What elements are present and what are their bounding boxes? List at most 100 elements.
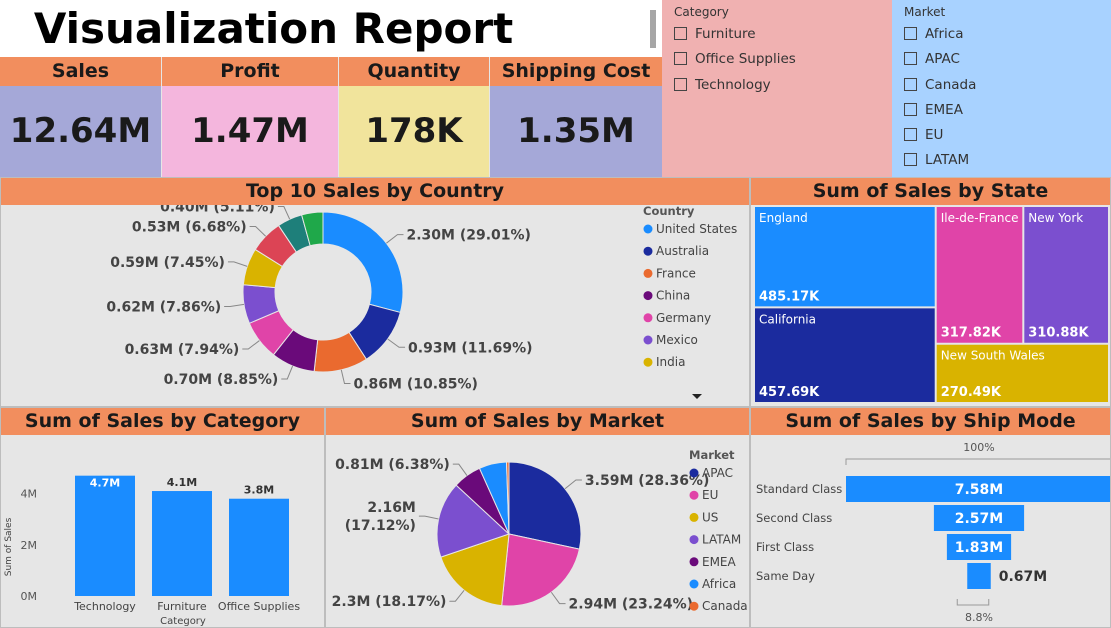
pie-slice <box>301 211 324 247</box>
legend-title: Country <box>643 205 695 218</box>
bar-furniture <box>152 491 212 596</box>
legend-item-canada: Canada <box>702 599 748 613</box>
bar-office-supplies <box>229 498 289 596</box>
market-sales-panel: Sum of Sales by Market 3.59M (28.36%) 2.9… <box>325 407 750 628</box>
pie-slice <box>501 533 580 607</box>
checkbox-icon[interactable] <box>674 52 687 65</box>
data-label: 0.93M (11.69%) <box>408 340 532 356</box>
category-option-furniture[interactable]: Furniture <box>674 25 756 43</box>
country-sales-panel: Top 10 Sales by Country 2.30M (29.01%) 0.… <box>0 177 750 407</box>
legend-marker <box>689 557 699 567</box>
funnel-value-label: 0.67M <box>999 569 1047 585</box>
data-label: 0.86M (10.85%) <box>353 377 477 393</box>
legend-marker <box>689 512 699 522</box>
pie-slice <box>505 461 510 535</box>
market-chart-title: Sum of Sales by Market <box>326 408 749 435</box>
funnel-bar-same-day <box>967 563 991 589</box>
leader-line <box>386 234 404 244</box>
checkbox-icon[interactable] <box>904 103 917 116</box>
legend-item-emea: EMEA <box>702 555 737 569</box>
leader-line <box>242 340 260 350</box>
treemap-name: California <box>759 312 816 326</box>
funnel-bar-standard-class <box>846 476 1110 502</box>
legend-marker <box>689 601 699 611</box>
market-option-apac[interactable]: APAC <box>904 50 960 68</box>
x-tick-label: Furniture <box>157 600 207 613</box>
market-option-africa[interactable]: Africa <box>904 25 964 43</box>
legend-item-india: India <box>656 355 685 369</box>
category-option-office-supplies[interactable]: Office Supplies <box>674 50 796 68</box>
treemap-value: 310.88K <box>1028 326 1089 341</box>
bar-value-label: 3.8M <box>244 484 274 497</box>
legend-item-africa: Africa <box>702 577 736 591</box>
data-label: 3.59M (28.36%) <box>585 473 709 489</box>
market-option-label: Canada <box>925 77 977 93</box>
checkbox-icon[interactable] <box>904 78 917 91</box>
report-title: Visualization Report <box>33 4 514 53</box>
funnel-category-label: Same Day <box>756 569 815 583</box>
market-option-label: LATAM <box>925 152 970 168</box>
country-chart-title: Top 10 Sales by Country <box>1 178 749 205</box>
leader-line <box>418 515 439 520</box>
legend-marker <box>643 313 653 323</box>
checkbox-icon[interactable] <box>674 27 687 40</box>
funnel-top-label: 100% <box>963 441 994 454</box>
market-option-latam[interactable]: LATAM <box>904 151 969 169</box>
treemap-value: 457.69K <box>759 385 820 400</box>
data-label: 2.30M (29.01%) <box>406 228 530 244</box>
kpi-sales-label: Sales <box>0 57 161 86</box>
category-slicer-title: Category <box>674 5 729 19</box>
legend-marker <box>689 468 699 478</box>
treemap-name: England <box>759 211 808 225</box>
title-bar <box>0 0 662 57</box>
treemap-value: 270.49K <box>941 385 1002 400</box>
funnel-category-label: First Class <box>756 540 814 554</box>
checkbox-icon[interactable] <box>904 153 917 166</box>
market-option-canada[interactable]: Canada <box>904 76 976 94</box>
data-label: 0.62M (7.86%) <box>106 300 221 316</box>
y-tick-label: 4M <box>21 488 38 501</box>
data-label: 0.53M (6.68%) <box>132 219 247 235</box>
checkbox-icon[interactable] <box>904 128 917 141</box>
title-scrollbar[interactable] <box>650 10 656 48</box>
kpi-quantity-value: 178K <box>339 86 489 177</box>
data-label: 0.63M (7.94%) <box>125 342 240 358</box>
market-option-emea[interactable]: EMEA <box>904 101 963 119</box>
treemap-value: 485.17K <box>759 289 820 304</box>
kpi-shipping-cost-label: Shipping Cost <box>490 57 662 86</box>
x-tick-label: Office Supplies <box>218 600 300 613</box>
treemap-name: New York <box>1028 211 1083 225</box>
data-label: 0.59M (7.45%) <box>110 255 225 271</box>
kpi-shipping-cost-value: 1.35M <box>490 86 662 177</box>
bar-value-label: 4.1M <box>167 476 197 489</box>
bar-value-label: 4.7M <box>90 477 120 490</box>
data-label: 0.40M (5.11%) <box>160 205 275 216</box>
market-option-label: APAC <box>925 51 960 67</box>
market-option-label: Africa <box>925 26 964 42</box>
y-axis-title: Sum of Sales <box>4 517 14 576</box>
checkbox-icon[interactable] <box>904 27 917 40</box>
category-option-label: Technology <box>695 77 771 93</box>
bar-technology <box>75 475 135 596</box>
funnel-bottom-bracket <box>956 599 990 606</box>
leader-line <box>550 591 566 605</box>
data-label: (17.12%) <box>345 518 416 534</box>
checkbox-icon[interactable] <box>904 52 917 65</box>
funnel-value-label: 7.58M <box>955 482 1003 498</box>
market-option-label: EU <box>925 127 944 143</box>
legend-item-australia: Australia <box>656 244 709 258</box>
legend-item-germany: Germany <box>656 311 711 325</box>
shipmode-chart-title: Sum of Sales by Ship Mode <box>751 408 1110 435</box>
market-option-eu[interactable]: EU <box>904 126 943 144</box>
funnel-bar-second-class <box>933 505 1025 531</box>
market-pie-chart: 3.59M (28.36%) 2.94M (23.24%) 2.3M (18.17%… <box>332 448 748 613</box>
market-option-label: EMEA <box>925 102 963 118</box>
x-tick-label: Technology <box>73 600 136 613</box>
state-sales-panel: Sum of Sales by State England 485.17K Cali… <box>750 177 1111 407</box>
leader-line <box>449 589 465 602</box>
category-option-technology[interactable]: Technology <box>674 76 771 94</box>
checkbox-icon[interactable] <box>674 78 687 91</box>
category-bar-chart: 0M 2M 4M 4.7M Technology 4.1M Furniture 3.8M Off… <box>4 475 300 627</box>
pie-slice <box>322 211 404 314</box>
legend-item-china: China <box>656 289 690 303</box>
